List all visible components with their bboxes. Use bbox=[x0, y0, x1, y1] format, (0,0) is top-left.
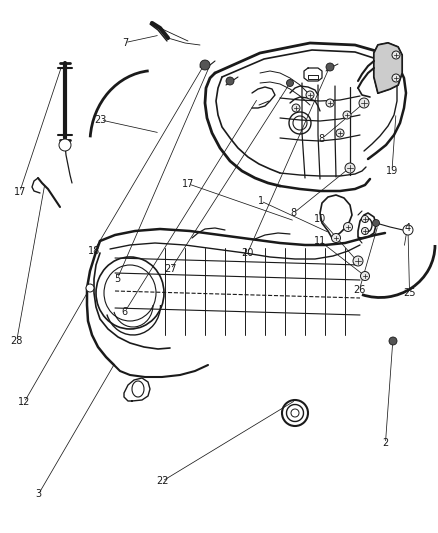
Circle shape bbox=[86, 284, 94, 292]
Text: 25: 25 bbox=[403, 288, 416, 298]
Text: 18: 18 bbox=[88, 246, 100, 255]
Text: 10: 10 bbox=[314, 214, 326, 223]
Circle shape bbox=[226, 77, 234, 85]
Circle shape bbox=[292, 104, 300, 112]
Text: 3: 3 bbox=[35, 489, 42, 499]
Circle shape bbox=[359, 98, 369, 108]
Circle shape bbox=[200, 60, 210, 70]
Circle shape bbox=[326, 99, 334, 107]
Circle shape bbox=[345, 163, 355, 173]
Circle shape bbox=[336, 129, 344, 137]
Polygon shape bbox=[374, 43, 402, 93]
Text: 12: 12 bbox=[18, 398, 30, 407]
Text: 11: 11 bbox=[314, 236, 326, 246]
Text: 17: 17 bbox=[182, 179, 194, 189]
Circle shape bbox=[392, 74, 400, 82]
Circle shape bbox=[59, 139, 71, 151]
Text: 6: 6 bbox=[122, 307, 128, 317]
Circle shape bbox=[353, 256, 363, 266]
Text: 19: 19 bbox=[386, 166, 398, 175]
Circle shape bbox=[306, 91, 314, 99]
Text: 8: 8 bbox=[319, 134, 325, 143]
Circle shape bbox=[392, 51, 400, 59]
Text: 27: 27 bbox=[165, 264, 177, 274]
Text: 26: 26 bbox=[353, 286, 365, 295]
Circle shape bbox=[360, 271, 370, 280]
Text: 1: 1 bbox=[258, 196, 264, 206]
Circle shape bbox=[343, 222, 353, 231]
Text: 5: 5 bbox=[114, 274, 120, 284]
Text: 17: 17 bbox=[14, 187, 26, 197]
Circle shape bbox=[332, 233, 340, 243]
Text: 7: 7 bbox=[122, 38, 128, 47]
Text: 23: 23 bbox=[95, 115, 107, 125]
Circle shape bbox=[361, 228, 368, 235]
Text: 4: 4 bbox=[404, 223, 410, 232]
Text: 28: 28 bbox=[11, 336, 23, 346]
Circle shape bbox=[286, 79, 293, 86]
Circle shape bbox=[389, 337, 397, 345]
Circle shape bbox=[361, 215, 368, 222]
Circle shape bbox=[343, 111, 351, 119]
Text: 2: 2 bbox=[382, 439, 389, 448]
Circle shape bbox=[372, 220, 379, 227]
Circle shape bbox=[326, 63, 334, 71]
Text: 20: 20 bbox=[241, 248, 254, 258]
Circle shape bbox=[403, 225, 413, 235]
Text: 8: 8 bbox=[290, 208, 297, 218]
Text: 22: 22 bbox=[156, 477, 168, 486]
